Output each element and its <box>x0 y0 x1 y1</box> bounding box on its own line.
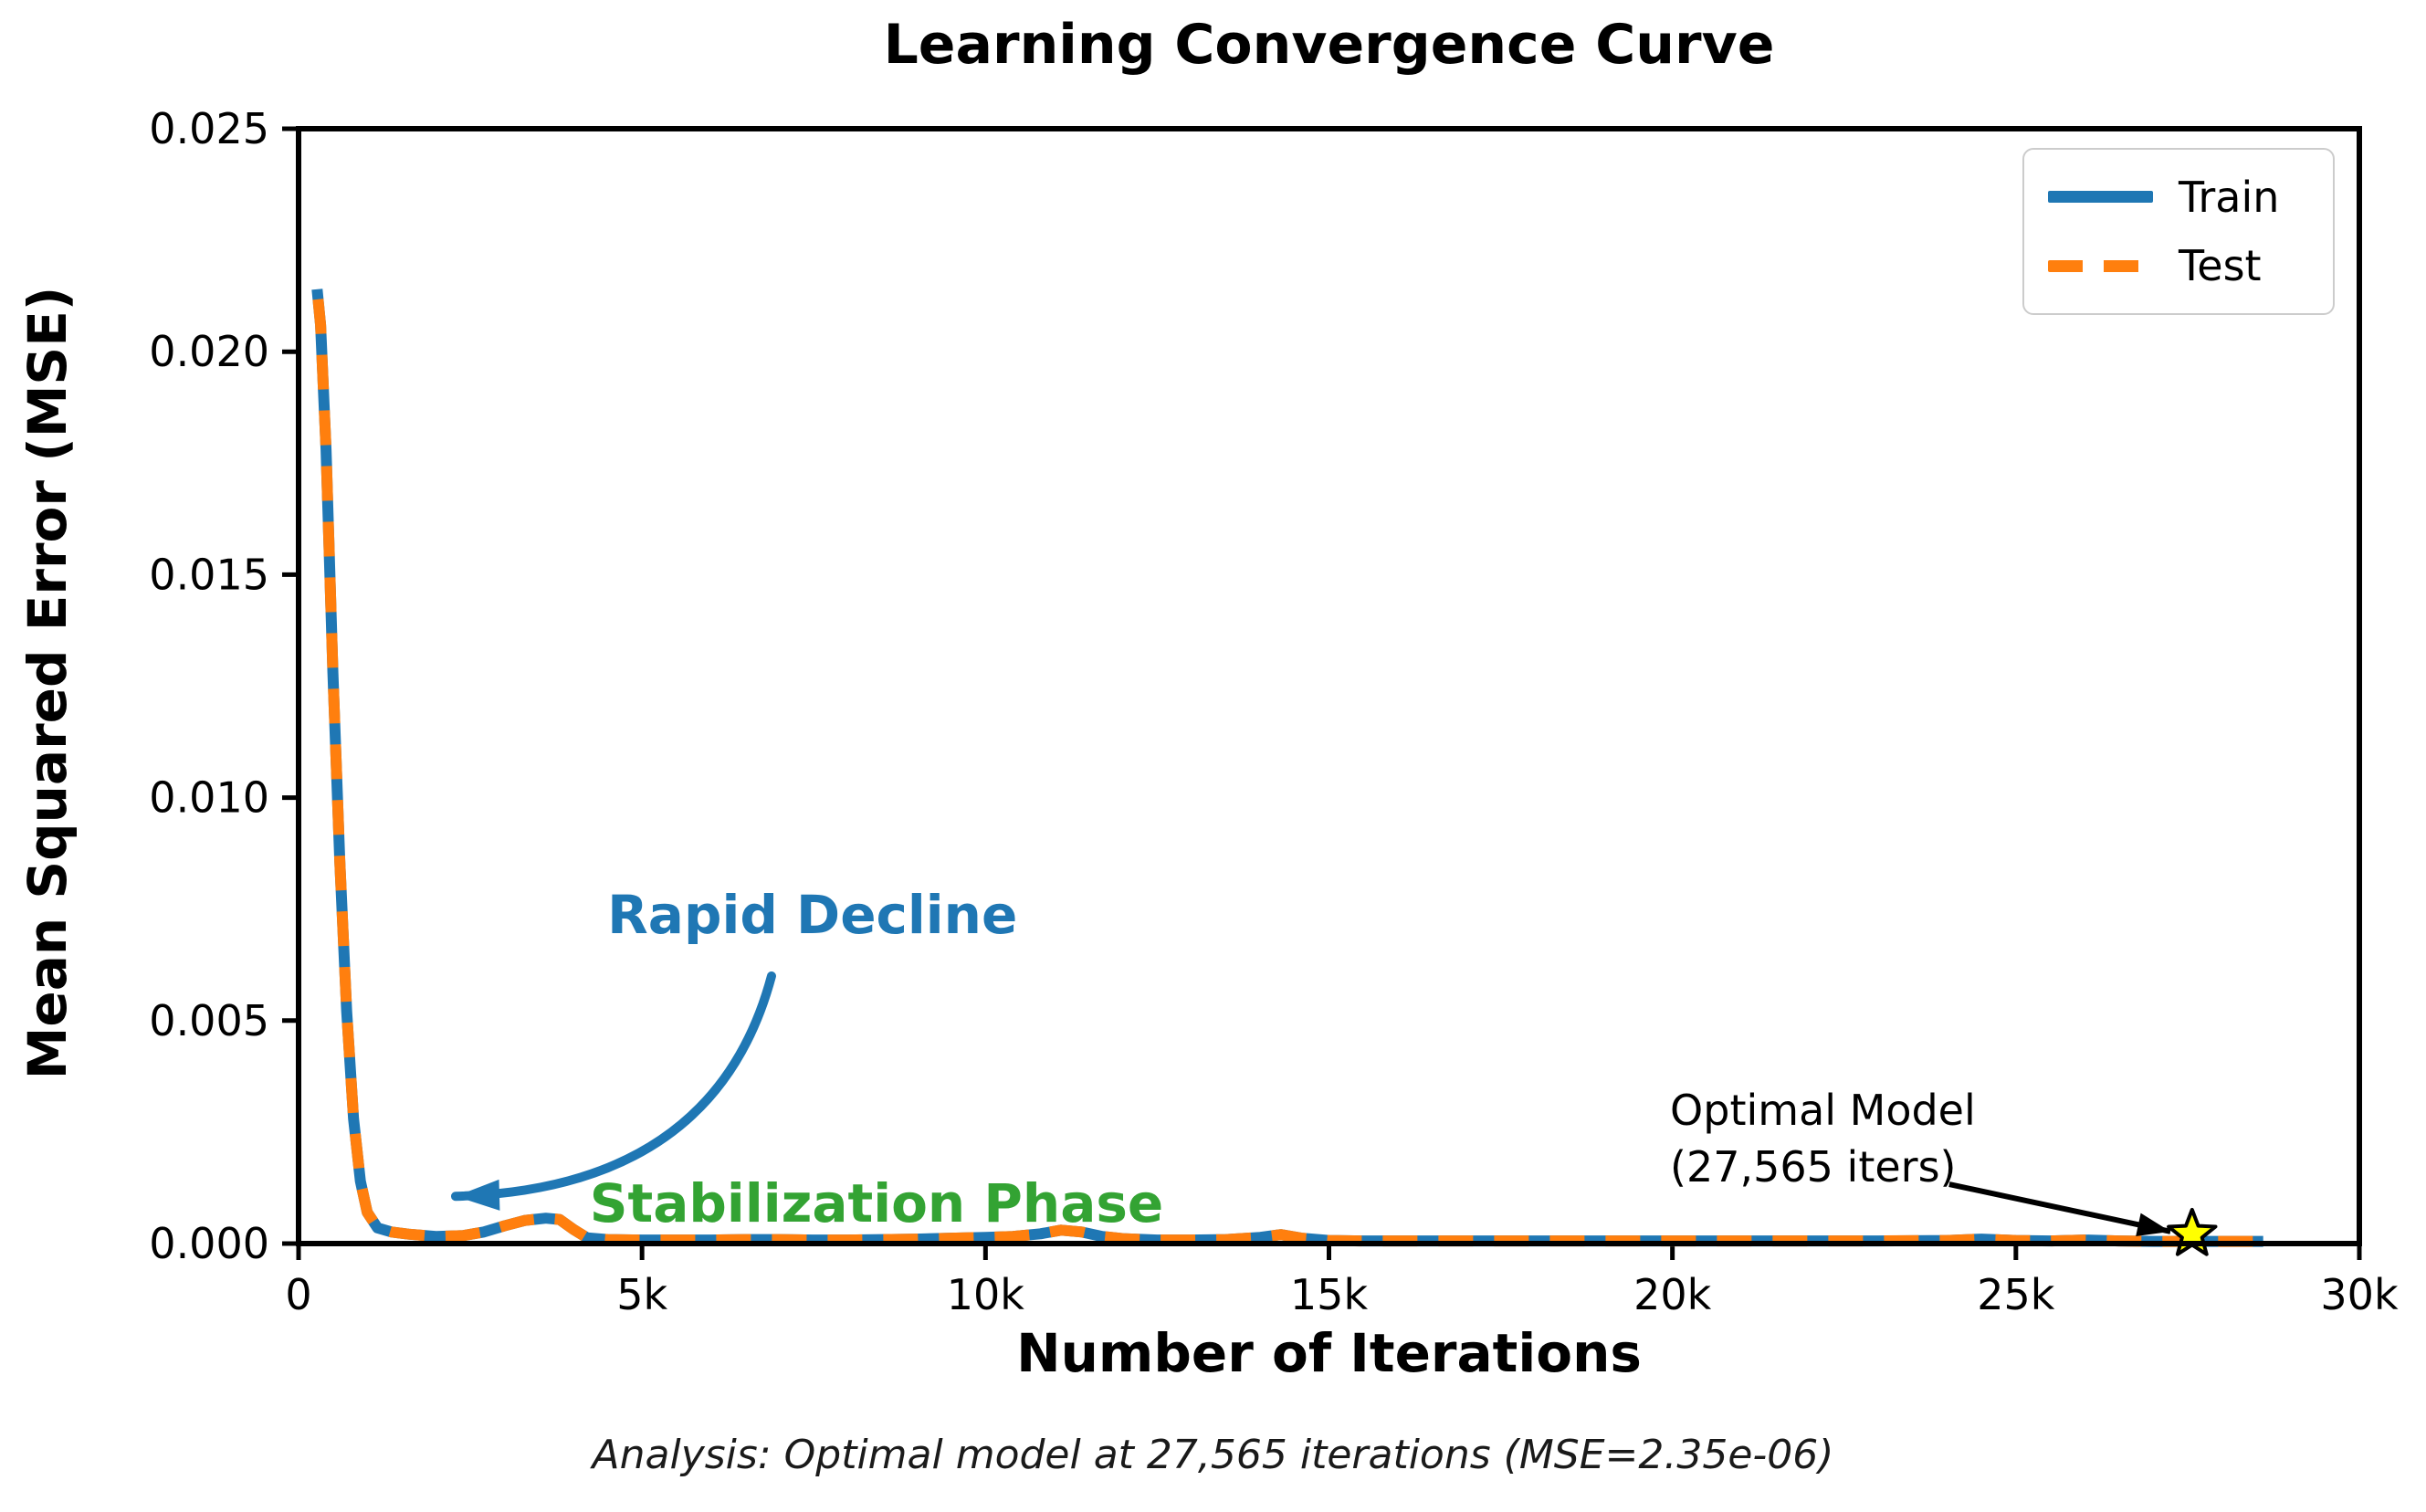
rapid-decline-arrowhead <box>455 1179 500 1211</box>
test-line-sample <box>2048 259 2153 272</box>
x-tick-label: 15k <box>1290 1270 1369 1319</box>
axis-ticks: 0 5k 10k 15k 20k 25k 30k 0.000 0.005 0.010 0.015 0.… <box>149 104 2399 1319</box>
annotation-stabilization-phase: Stabilization Phase <box>589 1172 1164 1235</box>
train-line-sample <box>2048 191 2153 204</box>
plot-border <box>296 126 2362 1246</box>
x-axis-label: Number of Iterations <box>1016 1322 1642 1384</box>
x-tick-label: 5k <box>616 1270 667 1319</box>
optimal-star-marker <box>2167 1207 2218 1256</box>
y-tick-label: 0.000 <box>149 1219 269 1268</box>
legend-label-train: Train <box>2179 172 2280 222</box>
optimal-model-arrow <box>1948 1181 2171 1234</box>
y-tick-label: 0.010 <box>149 773 269 823</box>
x-tick-label: 0 <box>285 1270 311 1319</box>
y-axis-label: Mean Squared Error (MSE) <box>16 286 79 1080</box>
legend: Train Test <box>2022 148 2335 315</box>
y-tick-label: 0.015 <box>149 550 269 599</box>
y-tick-label: 0.005 <box>149 996 269 1045</box>
x-tick-label: 25k <box>1977 1270 2055 1319</box>
rapid-decline-arrow <box>450 971 776 1202</box>
legend-label-test: Test <box>2179 241 2262 291</box>
legend-entry-test: Test <box>2048 241 2309 290</box>
y-tick-label: 0.025 <box>149 104 269 153</box>
x-tick-label: 20k <box>1633 1270 1712 1319</box>
analysis-caption: Analysis: Optimal model at 27,565 iterat… <box>592 1432 1834 1478</box>
optimal-star-group <box>2167 1207 2218 1256</box>
x-tick-label: 10k <box>947 1270 1025 1319</box>
chart-title: Learning Convergence Curve <box>883 13 1775 77</box>
annotation-rapid-decline: Rapid Decline <box>607 884 1018 947</box>
plot-frame <box>296 126 2362 1246</box>
optimal-model-arrowhead <box>2136 1213 2171 1237</box>
annotation-arrows <box>450 971 2171 1237</box>
legend-entry-train: Train <box>2048 173 2309 222</box>
annotation-optimal-model: Optimal Model (27,565 iters) <box>1670 1086 1976 1192</box>
y-tick-label: 0.020 <box>149 327 269 376</box>
x-tick-label: 30k <box>2320 1270 2399 1319</box>
